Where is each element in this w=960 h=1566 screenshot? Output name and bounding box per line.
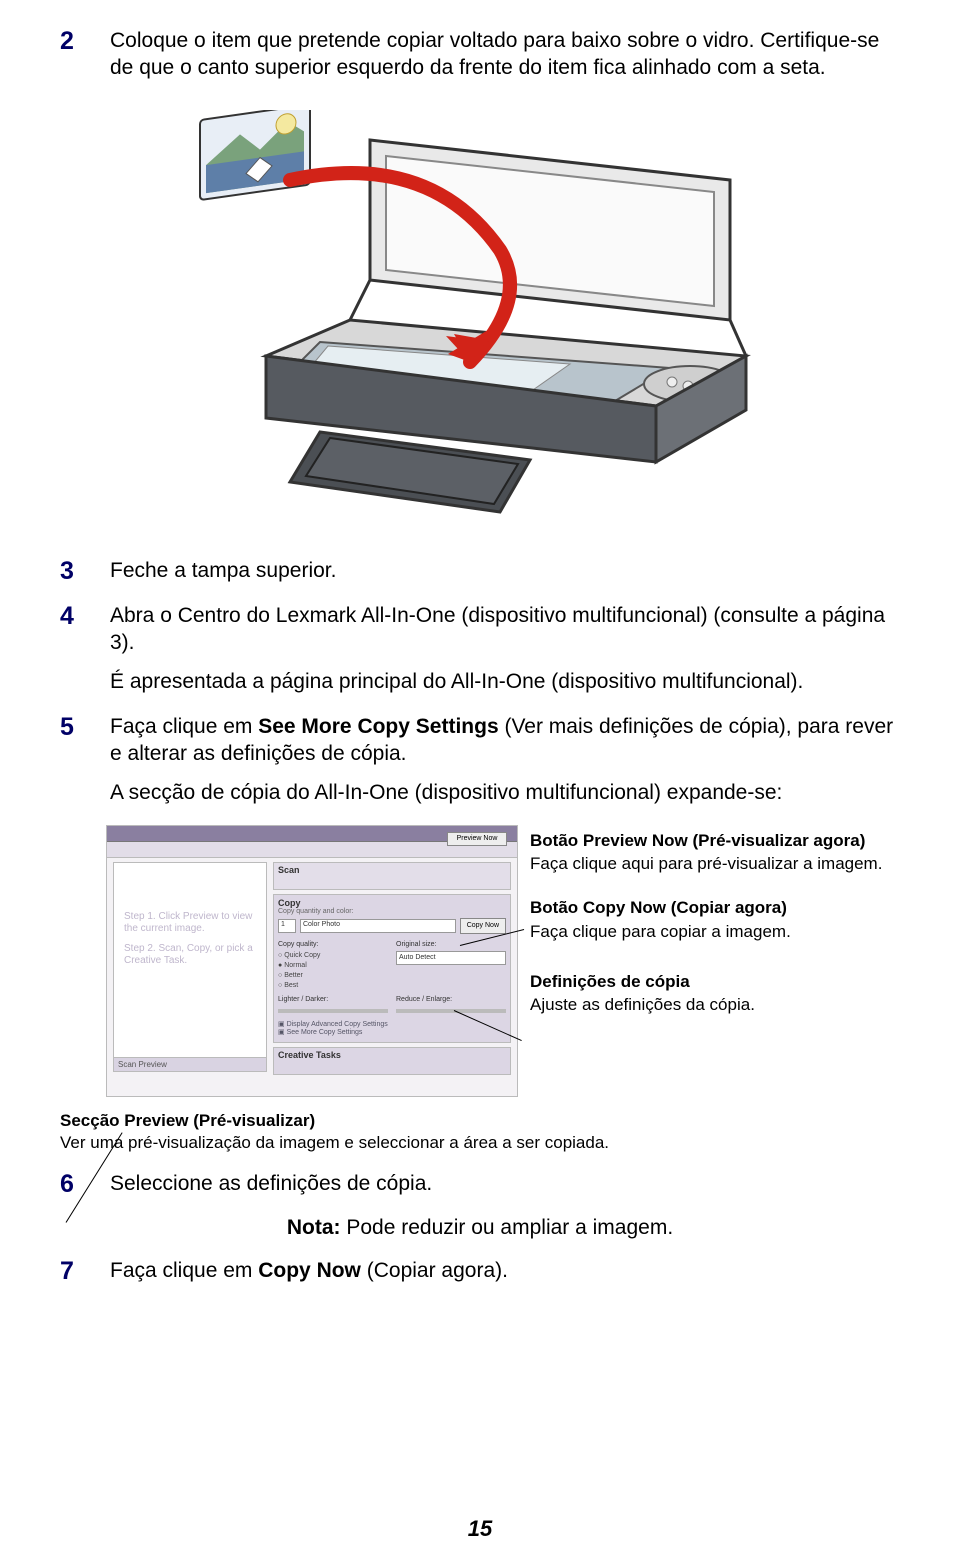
mock-preview-panel: Step 1. Click Preview to view the curren…: [113, 862, 267, 1072]
mock-copy-now-button: Copy Now: [460, 918, 506, 934]
mock-preview-now-button: Preview Now: [447, 832, 507, 846]
mock-right-panel: Scan Copy Copy quantity and color: 1 Col…: [273, 862, 511, 1090]
printer-illustration: [60, 100, 900, 540]
mock-creative-section: Creative Tasks: [273, 1047, 511, 1075]
callout-copy-now: Botão Copy Now (Copiar agora) Faça cliqu…: [530, 898, 900, 942]
step-4-text: Abra o Centro do Lexmark All-In-One (dis…: [110, 603, 900, 696]
mock-copy-section: Copy Copy quantity and color: 1 Color Ph…: [273, 894, 511, 1044]
nota: Nota: Pode reduzir ou ampliar a imagem.: [60, 1216, 900, 1240]
step-5-text: Faça clique em See More Copy Settings (V…: [110, 714, 900, 807]
step-4-p1: Abra o Centro do Lexmark All-In-One (dis…: [110, 603, 900, 657]
step-2: 2 Coloque o item que pretende copiar vol…: [60, 28, 900, 82]
callout-preview-now: Botão Preview Now (Pré-visualizar agora)…: [530, 831, 900, 875]
step-3-text: Feche a tampa superior.: [110, 558, 900, 586]
step-5-p1: Faça clique em See More Copy Settings (V…: [110, 714, 900, 768]
step-5: 5 Faça clique em See More Copy Settings …: [60, 714, 900, 807]
step-4: 4 Abra o Centro do Lexmark All-In-One (d…: [60, 603, 900, 696]
step-7: 7 Faça clique em Copy Now (Copiar agora)…: [60, 1258, 900, 1286]
step-number-2: 2: [60, 28, 88, 82]
scanner-svg: [170, 110, 790, 530]
mock-scan-section: Scan: [273, 862, 511, 890]
step-number-7: 7: [60, 1258, 88, 1286]
step-6-text: Seleccione as definições de cópia.: [110, 1171, 900, 1199]
screenshot-callouts-block: Preview Now Step 1. Click Preview to vie…: [106, 825, 900, 1097]
step-7-text: Faça clique em Copy Now (Copiar agora).: [110, 1258, 900, 1286]
callout-copy-settings: Definições de cópia Ajuste as definições…: [530, 972, 900, 1016]
mock-scan-preview-label: Scan Preview: [114, 1057, 266, 1071]
step-2-text: Coloque o item que pretende copiar volta…: [110, 28, 900, 82]
step-3: 3 Feche a tampa superior.: [60, 558, 900, 586]
step-number-5: 5: [60, 714, 88, 807]
callout-preview-section: Secção Preview (Pré-visualizar) Ver uma …: [60, 1111, 900, 1153]
callout-text-column: Botão Preview Now (Pré-visualizar agora)…: [530, 825, 900, 1097]
app-screenshot-mock: Preview Now Step 1. Click Preview to vie…: [106, 825, 518, 1097]
step-5-p2: A secção de cópia do All-In-One (disposi…: [110, 780, 900, 807]
mock-step1-text: Step 1. Click Preview to view the curren…: [124, 911, 256, 935]
step-6: 6 Seleccione as definições de cópia.: [60, 1171, 900, 1199]
step-4-p2: É apresentada a página principal do All-…: [110, 669, 900, 696]
page-number: 15: [0, 1516, 960, 1542]
mock-step2-text: Step 2. Scan, Copy, or pick a Creative T…: [124, 943, 256, 967]
step-number-3: 3: [60, 558, 88, 586]
step-number-4: 4: [60, 603, 88, 696]
